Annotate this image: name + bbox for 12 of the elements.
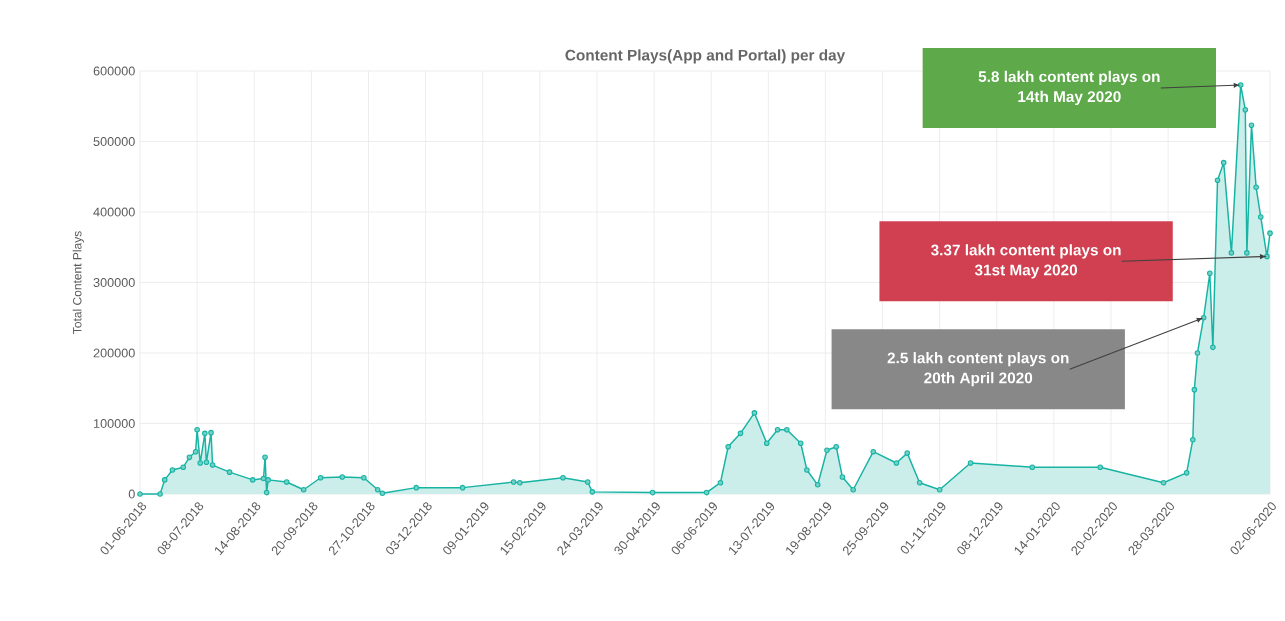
y-tick-label: 400000 [93,207,135,217]
y-axis-title: Total Content Plays [72,231,84,334]
chart-title: Content Plays(App and Portal) per day [565,49,846,64]
y-tick-label: 0 [128,489,135,499]
y-tick-label: 200000 [93,348,135,358]
y-tick-label: 300000 [93,278,135,287]
y-tick-label: 500000 [93,137,135,146]
annotation: 2.5 lakh content plays on 20th April 2020 [887,352,1069,387]
y-tick-label: 600000 [93,66,135,76]
y-tick-label: 100000 [94,419,135,428]
annotation: 5.8 lakh content plays on 14th May 2020 [978,70,1160,106]
annotation: 3.37 lakh content plays on 31st May 2020 [931,244,1121,279]
